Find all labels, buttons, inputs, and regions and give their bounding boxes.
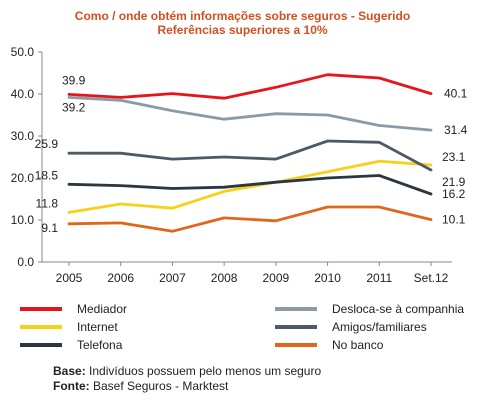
base-note-text: Indivíduos possuem pelo menos um seguro (85, 364, 322, 378)
series-line-5 (67, 205, 433, 233)
legend-label: Mediador (77, 302, 128, 316)
series-line-4 (67, 174, 433, 196)
series-end-label: 16.2 (442, 187, 466, 201)
legend-swatch (20, 343, 62, 347)
series-end-label: 10.1 (442, 213, 466, 227)
series-end-label: 21.9 (442, 175, 466, 189)
series-line-2 (67, 159, 433, 214)
legend-label: Amigos/familiares (332, 320, 427, 334)
series-line-1 (67, 96, 433, 132)
legend-swatch (275, 343, 317, 347)
x-tick-label: 2007 (159, 271, 186, 285)
legend-swatch (275, 325, 317, 329)
series-end-label: 40.1 (444, 87, 468, 101)
series-line-0 (67, 73, 433, 100)
legend-label: Desloca-se à companhia (332, 302, 465, 316)
chart-title-line-2: Referências superiores a 10% (157, 23, 328, 37)
x-tick-label: 2006 (107, 271, 134, 285)
legend-swatch (20, 325, 62, 329)
x-tick-label: 2010 (314, 271, 341, 285)
series-start-label: 39.2 (62, 100, 86, 114)
x-tick-label: 2005 (56, 271, 83, 285)
legend-label: Telefona (77, 338, 123, 352)
series-start-label: 9.1 (41, 221, 58, 235)
series-start-label: 11.8 (36, 196, 59, 210)
legend-swatch (20, 307, 62, 311)
legend-label: Internet (77, 320, 118, 334)
y-tick-label: 20.0 (11, 171, 35, 185)
series-start-label: 18.5 (35, 168, 59, 182)
series-line-3 (67, 139, 433, 172)
source-note: Fonte: Basef Seguros - Marktest (53, 379, 321, 394)
series-end-label: 31.4 (444, 123, 468, 137)
y-tick-label: 0.0 (17, 255, 34, 269)
chart-title-line-1: Como / onde obtém informações sobre segu… (74, 9, 411, 23)
legend-label: No banco (332, 338, 384, 352)
y-tick-label: 40.0 (11, 87, 35, 101)
series-start-label: 25.9 (35, 137, 59, 151)
base-note: Base: Indivíduos possuem pelo menos um s… (53, 364, 321, 379)
legend-swatch (275, 307, 317, 311)
series-end-label: 23.1 (442, 150, 466, 164)
source-note-label: Fonte: (53, 379, 90, 393)
x-tick-label: 2011 (366, 271, 392, 285)
x-tick-label: 2008 (211, 271, 238, 285)
y-tick-label: 50.0 (11, 45, 35, 59)
series-start-label: 39.9 (62, 73, 86, 87)
y-tick-label: 10.0 (11, 213, 35, 227)
y-tick-label: 30.0 (11, 129, 35, 143)
line-chart: 0.0 10.0 20.0 30.0 40.0 50.0 2005 2006 2007 2008 2… (11, 45, 468, 285)
x-tick-label: 2009 (263, 271, 290, 285)
x-tick-label: Set.12 (414, 271, 449, 285)
chart-legend: Mediador Desloca-se à companhia Internet Am… (20, 301, 480, 361)
chart-notes: Base: Indivíduos possuem pelo menos um s… (53, 364, 321, 394)
base-note-label: Base: (53, 364, 86, 378)
source-note-text: Basef Seguros - Marktest (89, 379, 229, 393)
